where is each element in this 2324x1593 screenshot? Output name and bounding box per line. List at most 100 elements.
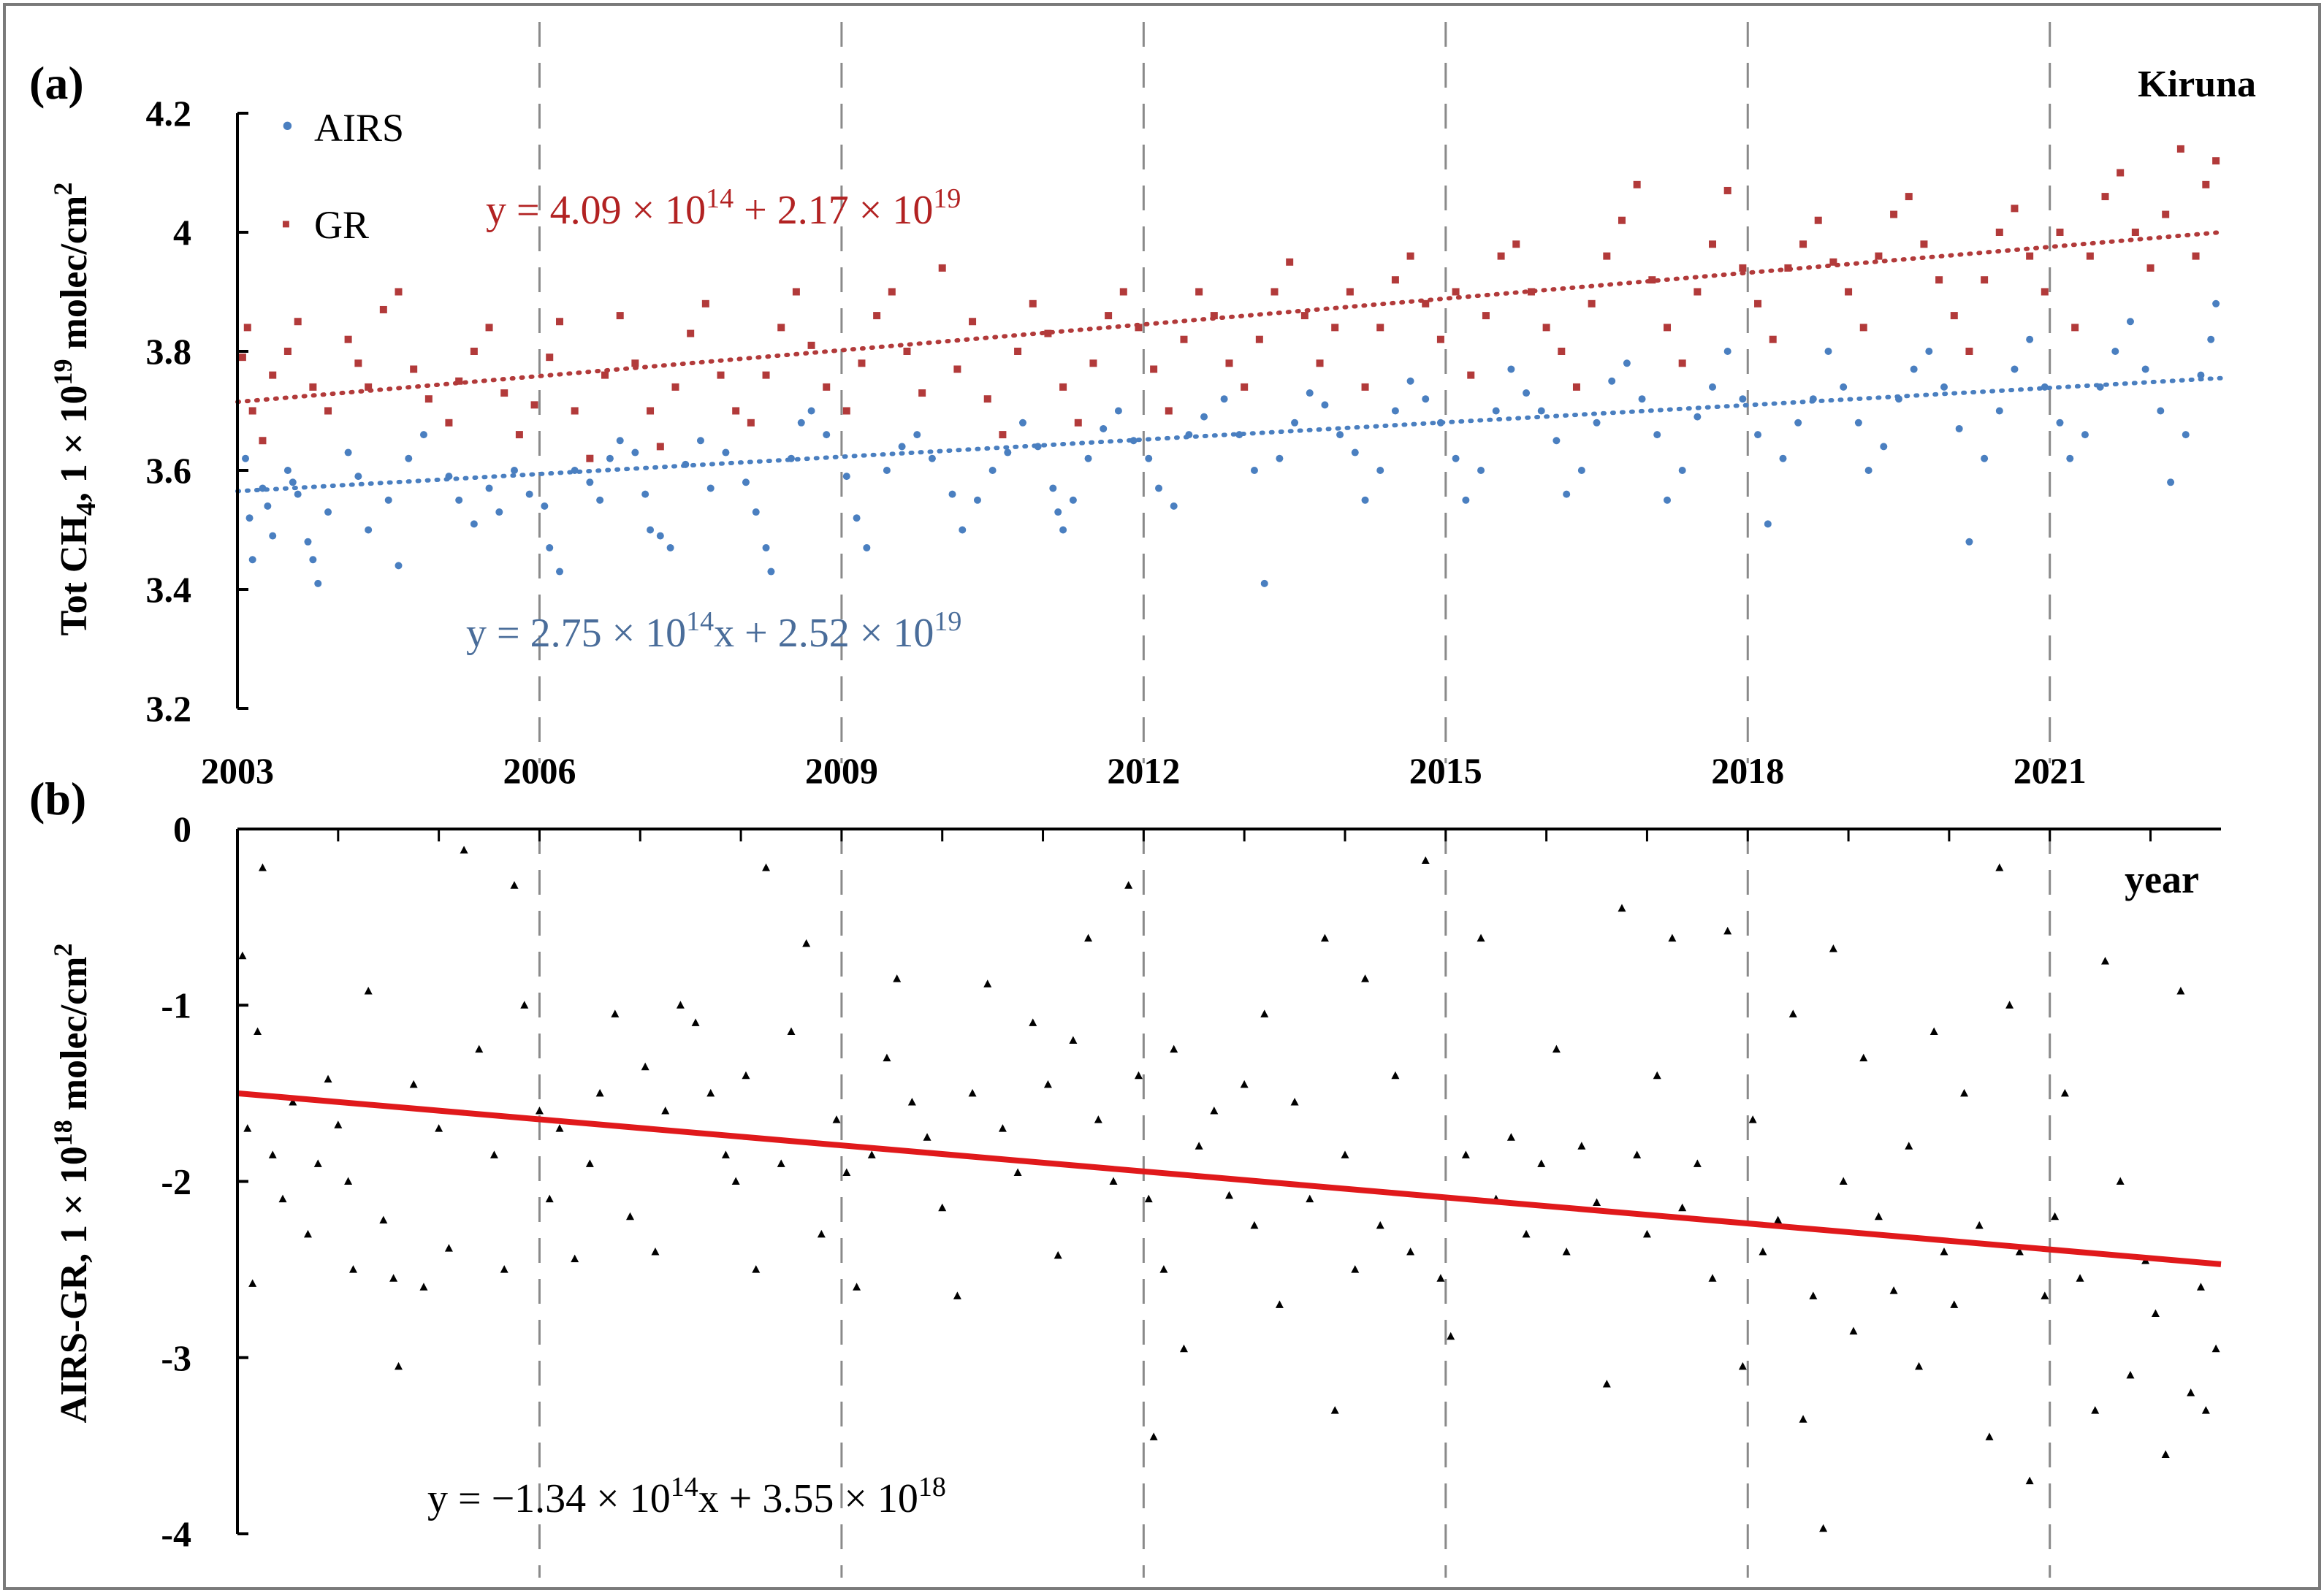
- gr-point: [983, 395, 991, 403]
- diff-point: [379, 1215, 388, 1224]
- gr-point: [1739, 264, 1747, 272]
- airs-point: [2026, 335, 2034, 343]
- gr-point: [500, 389, 508, 397]
- gr-point: [1210, 312, 1218, 320]
- diff-point: [289, 1097, 297, 1106]
- y-tick-label: -2: [161, 1161, 191, 1202]
- panel-b-label: (b): [29, 773, 86, 825]
- airs-point: [807, 407, 815, 415]
- airs-point: [1854, 419, 1862, 427]
- airs-point: [928, 454, 936, 462]
- airs-point: [1034, 443, 1042, 451]
- airs-point: [1235, 431, 1243, 439]
- diff-point: [1084, 933, 1093, 942]
- diff-point: [1889, 1286, 1898, 1294]
- gr-point: [1678, 359, 1686, 367]
- gr-point: [647, 407, 655, 415]
- airs-point: [419, 431, 427, 439]
- gr-point: [424, 395, 433, 403]
- airs-point: [324, 508, 332, 516]
- gr-point: [1905, 193, 1913, 201]
- x-tick-label: 2012: [1107, 750, 1180, 791]
- airs-point: [1436, 419, 1444, 427]
- gr-point: [2212, 157, 2220, 165]
- diff-point: [1849, 1326, 1858, 1335]
- gr-point: [283, 348, 292, 355]
- airs-point: [948, 490, 956, 498]
- diff-point: [1552, 1044, 1561, 1053]
- diff-point: [1839, 1177, 1848, 1185]
- gr-point: [1875, 252, 1883, 260]
- gr-point: [1859, 324, 1867, 332]
- diff-point: [1618, 904, 1626, 912]
- diff-point: [883, 1053, 891, 1062]
- legend-label-gr: GR: [314, 203, 369, 247]
- airs-point: [1925, 348, 1933, 355]
- diff-point: [1940, 1248, 1948, 1256]
- gr-point: [1588, 299, 1596, 307]
- gr-point: [717, 371, 725, 379]
- diff-point: [1149, 1432, 1158, 1440]
- gr-point: [1225, 359, 1233, 367]
- diff-point: [1829, 944, 1837, 952]
- gr-point: [1300, 312, 1308, 320]
- diff-point: [1406, 1248, 1415, 1256]
- diff-point: [460, 845, 468, 854]
- airs-point: [1391, 407, 1399, 415]
- panel-b-y-axis-label: AIRS-GR, 1 × 1018 molec/cm2: [48, 944, 95, 1424]
- airs-point: [2197, 371, 2205, 379]
- gr-point: [1270, 288, 1279, 296]
- diff-point: [1306, 1194, 1314, 1203]
- diff-point: [1809, 1291, 1818, 1299]
- diff-point: [1477, 933, 1485, 942]
- airs-point: [525, 490, 533, 498]
- panel-a: 3.2 3.4 3.6 3.8 4 4.2 2003 2006 2009 2012 2015 201…: [29, 22, 2256, 791]
- diff-point: [706, 1088, 715, 1097]
- gr-point: [586, 454, 594, 462]
- diff-point: [787, 1027, 796, 1035]
- airs-point: [1155, 484, 1163, 492]
- gr-point: [556, 318, 564, 326]
- gr-point: [631, 359, 639, 367]
- diff-point: [303, 1229, 312, 1238]
- diff-point: [938, 1203, 947, 1212]
- diff-point: [334, 1120, 343, 1128]
- airs-point: [1623, 359, 1631, 367]
- diff-point: [1179, 1344, 1188, 1353]
- legend-marker-airs: •: [281, 107, 294, 145]
- gr-point: [701, 299, 709, 307]
- airs-point: [495, 508, 503, 516]
- gr-point: [792, 288, 800, 296]
- diff-point: [444, 1244, 453, 1252]
- gr-point: [842, 407, 850, 415]
- diff-point: [1738, 1361, 1747, 1370]
- gr-point: [1965, 348, 1973, 355]
- gr-point: [1422, 299, 1430, 307]
- diff-point: [243, 1124, 252, 1132]
- gr-point: [1754, 299, 1762, 307]
- diff-point: [1950, 1300, 1959, 1308]
- airs-point: [294, 490, 302, 498]
- gr-point: [969, 318, 977, 326]
- airs-point: [1537, 407, 1545, 415]
- gr-point: [1316, 359, 1324, 367]
- gr-point: [1829, 258, 1837, 266]
- airs-point: [898, 443, 906, 451]
- diff-point: [641, 1062, 649, 1071]
- gr-point: [269, 371, 277, 379]
- gr-point: [309, 383, 317, 391]
- airs-point: [1129, 437, 1138, 445]
- diff-point: [2126, 1370, 2135, 1379]
- gr-point: [546, 354, 554, 362]
- legend-entry-airs: • AIRS: [281, 106, 404, 150]
- panel-a-trendlines: [235, 230, 2223, 494]
- airs-point: [1523, 389, 1531, 397]
- airs-point: [1794, 419, 1802, 427]
- gr-point: [379, 305, 387, 313]
- diff-point: [1461, 1150, 1470, 1158]
- airs-point: [1376, 467, 1384, 474]
- airs-point: [722, 448, 730, 456]
- airs-point: [344, 448, 352, 456]
- airs-point: [1910, 365, 1918, 373]
- gr-point: [903, 348, 911, 355]
